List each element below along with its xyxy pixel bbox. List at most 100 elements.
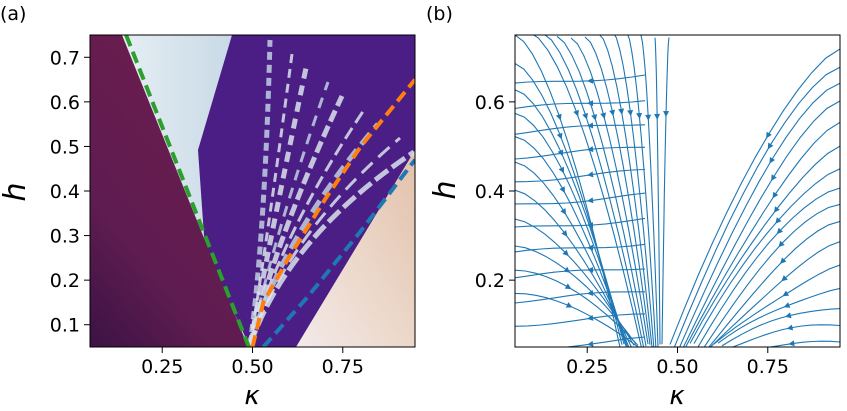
streamline [693,168,840,344]
streamline [654,37,661,345]
streamline [544,35,645,347]
streamline [515,146,645,160]
streamline [515,74,646,84]
streamline [708,220,840,347]
streamline [689,145,840,344]
boundary-line-1 [250,78,415,347]
stream-arrow [645,114,652,121]
panel-a-axes: 0.25 0.50 0.75 0.1 0.2 0.3 0.4 0.5 0.6 0.7 [50,47,364,378]
stream-arrow [591,114,597,121]
stream-arrow [773,206,780,213]
stream-arrow [780,257,787,264]
stream-arrow [636,112,643,120]
stream-arrow [772,191,779,199]
streamline [669,48,840,345]
streamline [679,82,840,347]
panel-b-ylabel: h [428,180,463,199]
panel-a-label: (a) [0,3,26,25]
stream-arrow [560,208,566,215]
stream-arrow [767,142,774,150]
stream-arrow [618,108,625,115]
stream-arrow [562,249,569,257]
stream-arrow [782,290,790,297]
stream-arrow [627,109,634,117]
streamline [515,245,637,345]
streamline [703,203,840,347]
stream-arrow [555,113,562,121]
streamline [640,35,659,347]
stream-arrow [587,197,594,204]
stream-arrow [788,340,795,347]
heatmap-stripe [247,67,309,346]
streamline [515,291,645,304]
streamlines [515,35,840,347]
heatmap-stripe [248,53,294,346]
streamline [532,35,642,347]
streamline [731,324,840,347]
x-tick-label: 0.50 [231,356,273,378]
streamline [673,66,840,347]
streamline [515,124,646,135]
heatmap-stripe [248,81,330,346]
stream-arrow [557,149,564,157]
streamline [515,292,640,347]
streamline [614,35,655,347]
streamline [697,187,840,347]
x-tick-label: 0.25 [566,356,608,378]
stream-arrow [778,240,785,248]
streamline [685,121,840,347]
streamline [570,37,649,345]
stream-arrow [573,109,579,117]
stream-arrow [587,77,594,84]
heatmap-stripe [247,149,415,346]
stream-arrow [587,266,594,273]
streamline [515,313,646,327]
phase-boundaries [124,35,415,347]
stream-arrow [582,112,588,120]
stream-arrow [663,111,670,118]
stream-arrow [769,156,776,164]
stream-arrow [783,302,791,308]
streamline [721,308,840,347]
streamline [515,217,646,228]
heatmap-stripe [247,94,345,346]
streamline [627,35,657,347]
y-tick-label: 0.2 [50,270,80,292]
x-tick-label: 0.75 [322,356,364,378]
panel-a: (a) 0.25 0.50 0.750.10.20.30.40.50.60.7 κ … [0,3,416,411]
stream-arrow [775,217,782,224]
heatmap-maroon-region [90,35,248,347]
y-tick-label: 0.2 [475,270,505,292]
streamline [709,241,840,347]
stream-arrow [556,132,563,140]
stream-arrow [766,131,772,139]
x-tick-label: 0.25 [141,356,183,378]
panel-a-ylabel: h [0,182,33,201]
stream-arrow [587,244,594,251]
stream-arrow [587,340,594,347]
stream-arrow [587,146,594,153]
streamline [515,189,633,347]
y-tick-label: 0.6 [50,92,80,114]
heatmap [90,35,415,347]
stream-arrow [784,312,792,319]
streamline [515,100,646,109]
y-tick-label: 0.1 [50,315,80,337]
y-tick-label: 0.7 [50,47,80,69]
x-tick-label: 0.75 [747,356,789,378]
panel-a-xlabel: κ [244,381,260,411]
streamline [584,36,651,345]
panel-b-label: (b) [426,3,453,25]
stream-arrow [558,166,565,174]
stream-arrow [565,302,573,308]
y-tick-label: 0.3 [50,226,80,248]
panel-b-axes: 0.25 0.50 0.75 0.2 0.4 0.6 [475,92,789,378]
streamline [717,287,840,344]
heatmap-stripes [247,39,415,346]
streamline [515,218,635,346]
streamline [682,100,840,347]
stream-arrow [587,100,594,107]
x-tick-label: 0.50 [656,356,698,378]
stream-arrow [771,174,777,182]
